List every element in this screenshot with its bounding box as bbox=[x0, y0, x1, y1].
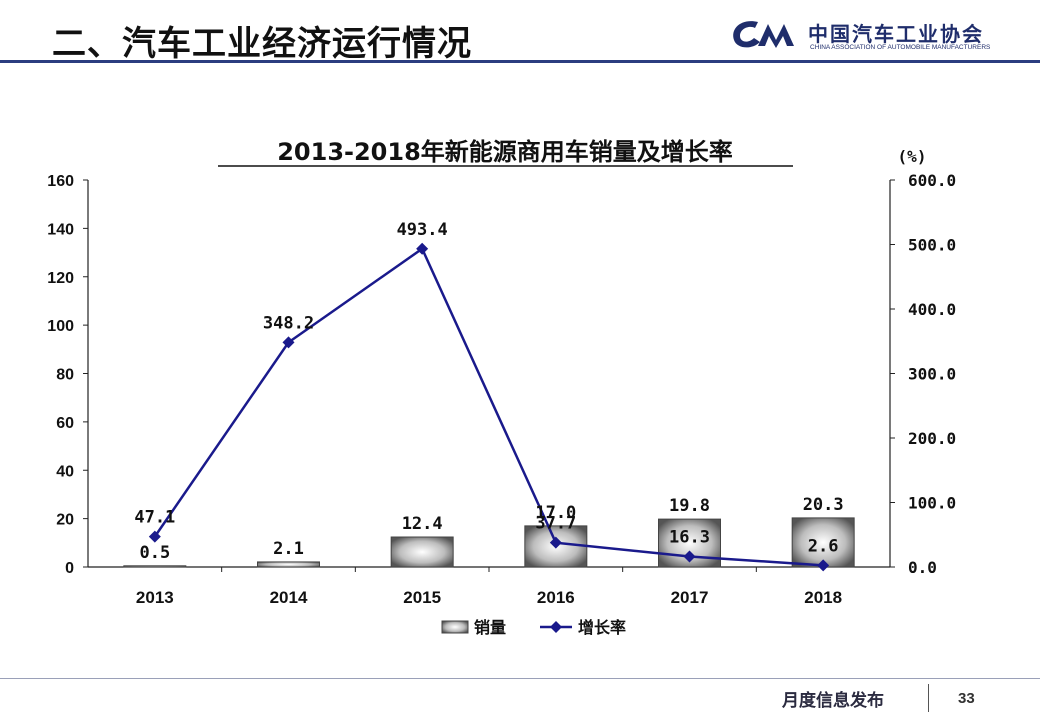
left-tick-label: 20 bbox=[56, 512, 74, 529]
bar-sales bbox=[791, 517, 855, 568]
x-tick-label: 2017 bbox=[671, 588, 709, 607]
left-tick-label: 60 bbox=[56, 415, 74, 432]
bar-data-label: 12.4 bbox=[402, 514, 443, 534]
growth-rate-marker bbox=[282, 336, 295, 349]
growth-data-label: 16.3 bbox=[669, 527, 710, 547]
left-tick-label: 120 bbox=[47, 270, 74, 287]
right-tick-label: 500.0 bbox=[908, 236, 956, 255]
right-tick-label: 0.0 bbox=[908, 558, 937, 577]
growth-rate-marker bbox=[148, 530, 161, 543]
growth-data-label: 47.1 bbox=[134, 508, 175, 528]
right-tick-label: 300.0 bbox=[908, 365, 956, 384]
growth-data-label: 2.6 bbox=[808, 536, 839, 556]
growth-rate-marker bbox=[683, 550, 696, 563]
title-divider bbox=[0, 60, 1040, 63]
legend-growth-marker bbox=[550, 621, 562, 633]
left-tick-label: 100 bbox=[47, 318, 74, 335]
bar-sales bbox=[123, 565, 187, 568]
chart-title: 2013-2018年新能源商用车销量及增长率 bbox=[277, 138, 733, 166]
growth-rate-marker bbox=[416, 242, 429, 255]
growth-data-label: 348.2 bbox=[263, 313, 314, 333]
x-tick-label: 2016 bbox=[537, 588, 575, 607]
bar-data-label: 19.8 bbox=[669, 496, 710, 516]
slide-title: 二、汽车工业经济运行情况 bbox=[52, 24, 472, 64]
growth-rate-marker bbox=[817, 559, 830, 572]
left-tick-label: 140 bbox=[47, 221, 74, 238]
bar-data-label: 2.1 bbox=[273, 539, 304, 559]
left-tick-label: 160 bbox=[47, 173, 74, 190]
bar-data-label: 0.5 bbox=[139, 543, 170, 563]
x-tick-label: 2015 bbox=[403, 588, 441, 607]
x-tick-label: 2018 bbox=[804, 588, 842, 607]
right-tick-label: 100.0 bbox=[908, 494, 956, 513]
left-tick-label: 0 bbox=[65, 560, 74, 577]
left-tick-label: 80 bbox=[56, 367, 74, 384]
left-tick-label: 40 bbox=[56, 463, 74, 480]
legend-growth-label: 增长率 bbox=[578, 618, 626, 637]
legend-sales-swatch bbox=[441, 620, 469, 634]
growth-data-label: 493.4 bbox=[397, 220, 448, 240]
growth-rate-line bbox=[153, 246, 824, 567]
growth-rate-marker bbox=[549, 536, 562, 549]
caam-logo: 中国汽车工业协会 CHINA ASSOCIATION OF AUTOMOBILE… bbox=[728, 16, 998, 56]
x-tick-label: 2013 bbox=[136, 588, 174, 607]
x-tick-label: 2014 bbox=[270, 588, 308, 607]
right-tick-label: 600.0 bbox=[908, 171, 956, 190]
legend-sales-label: 销量 bbox=[474, 618, 506, 637]
logo-english-name: CHINA ASSOCIATION OF AUTOMOBILE MANUFACT… bbox=[810, 44, 991, 51]
right-tick-label: 200.0 bbox=[908, 429, 956, 448]
right-axis-unit: (%) bbox=[898, 147, 927, 166]
footer-label: 月度信息发布 bbox=[782, 691, 884, 711]
bar-sales bbox=[257, 561, 320, 568]
footer-divider bbox=[0, 678, 1040, 679]
bar-data-label: 20.3 bbox=[803, 495, 844, 515]
growth-data-label: 37.7 bbox=[535, 514, 576, 534]
bar-sales bbox=[390, 536, 454, 568]
page-number: 33 bbox=[958, 690, 975, 707]
footer-separator bbox=[928, 684, 929, 712]
logo-name: 中国汽车工业协会 bbox=[808, 22, 984, 46]
right-tick-label: 400.0 bbox=[908, 300, 956, 319]
bar-data-label: 17.0 bbox=[535, 503, 576, 523]
caam-logo-mark bbox=[733, 21, 794, 48]
